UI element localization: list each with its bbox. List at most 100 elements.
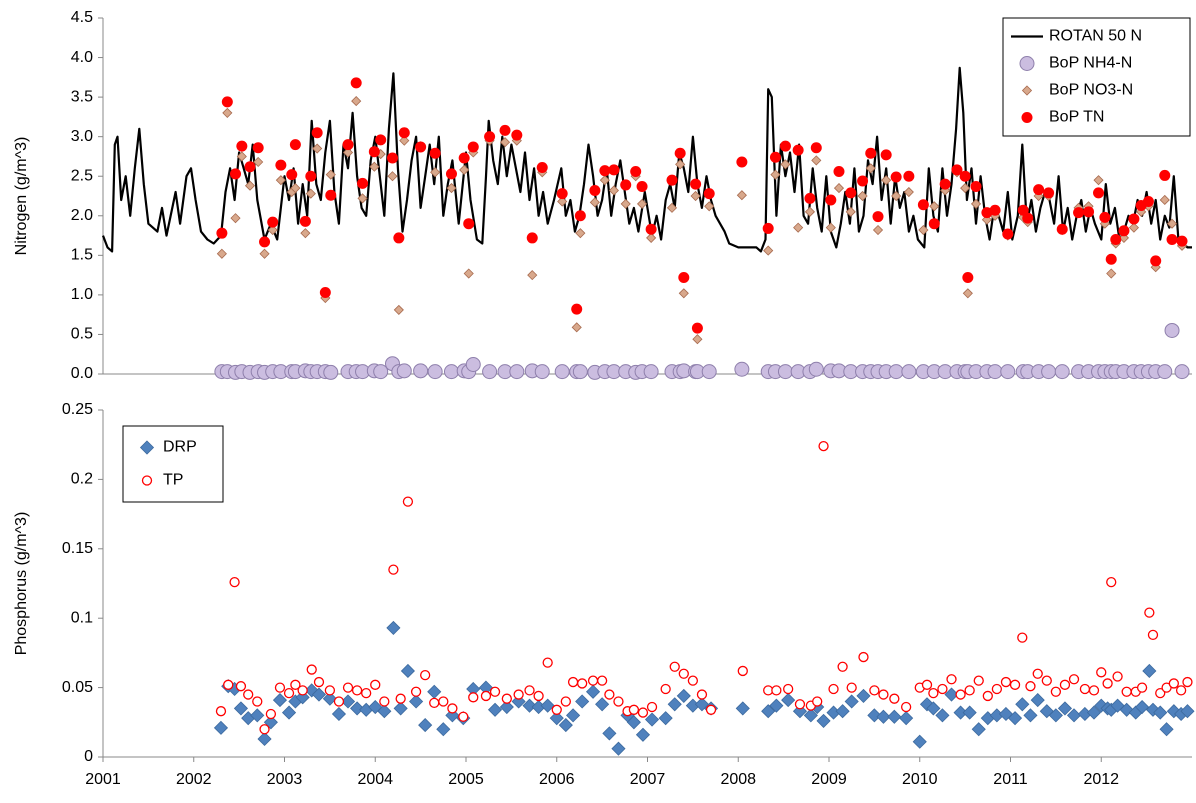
y-axis-label: Nitrogen (g/m^3) [13, 137, 30, 256]
legend-label: BoP TN [1049, 109, 1104, 126]
tn-point [645, 223, 657, 235]
x-tick-label: 2001 [85, 771, 121, 788]
diamond-point [400, 663, 415, 679]
nh4-point [572, 364, 588, 380]
diamond-point [571, 322, 582, 333]
tn-point [357, 177, 369, 189]
tn-point [467, 141, 479, 153]
tp-point [1147, 629, 1159, 641]
nh4-point [808, 361, 824, 377]
nh4-point [901, 364, 917, 380]
diamond-point [646, 232, 657, 243]
tp-point [889, 693, 900, 704]
diamond-point [690, 190, 701, 202]
diamond-point [602, 726, 617, 741]
tp-point [551, 704, 562, 715]
diamond-point [608, 185, 619, 196]
nh4-point [987, 364, 1003, 380]
diamond-point [459, 164, 470, 175]
tn-point [1128, 213, 1140, 225]
tp-point [489, 686, 501, 697]
diamond-point [1030, 693, 1045, 708]
tp-point [351, 685, 363, 696]
tp-point [306, 664, 317, 675]
diamond-point [267, 224, 278, 236]
y-tick-label: 0.5 [71, 326, 93, 343]
diamond-point [876, 709, 891, 724]
tp-point [361, 688, 372, 699]
tp-point [973, 675, 984, 686]
tn-point [445, 168, 457, 180]
tp-point [229, 576, 240, 588]
nh4-point [1019, 56, 1035, 71]
tn-point [236, 140, 248, 152]
diamond-point [281, 705, 297, 720]
nh4-point [465, 357, 481, 373]
diamond-point [803, 708, 818, 723]
tn-point [1056, 223, 1068, 235]
tn-point [962, 271, 974, 283]
y-tick-label: 0.25 [62, 401, 93, 418]
diamond-point [275, 175, 286, 186]
tn-point [989, 204, 1001, 216]
tn-point [350, 77, 362, 89]
tn-point [1083, 206, 1095, 218]
tn-point [678, 271, 690, 283]
tp-point [705, 704, 717, 715]
tn-point [890, 171, 902, 183]
nh4-point [554, 364, 570, 380]
tp-point [946, 674, 957, 685]
tn-point [1043, 187, 1055, 199]
diamond-point [761, 704, 776, 719]
tn-point [1002, 228, 1014, 240]
tp-point [783, 683, 794, 695]
tp-point [1112, 671, 1123, 682]
tp-point [235, 681, 247, 692]
legend-box [122, 425, 224, 503]
tp-point [1175, 685, 1187, 696]
tn-point [252, 142, 264, 154]
nh4-point [413, 363, 429, 379]
tn-point [244, 161, 256, 173]
y-tick-label: 1.5 [71, 247, 93, 264]
diamond-point [865, 163, 876, 174]
tp-point [567, 676, 579, 688]
tn-point [571, 303, 583, 315]
y-tick-label: 3.5 [71, 88, 93, 105]
tn-point [499, 124, 511, 136]
nh4-point [643, 364, 659, 380]
diamond-point [678, 288, 689, 299]
diamond-point [1159, 194, 1170, 206]
diamond-point [912, 734, 927, 749]
tp-point [1041, 675, 1052, 686]
tn-point [463, 218, 475, 230]
tn-point [845, 187, 857, 199]
tp-point [265, 708, 277, 720]
tn-point [289, 139, 301, 151]
tp-point [1106, 576, 1117, 588]
tp-point [1000, 676, 1012, 688]
tn-point [1166, 234, 1178, 246]
legend-label: BoP NO3-N [1049, 82, 1133, 99]
diamond-point [1086, 705, 1102, 720]
y-axis-label: Phosphorus (g/m^3) [13, 512, 30, 656]
tn-point [599, 165, 611, 177]
diamond-point [769, 698, 784, 713]
diamond-point [566, 708, 581, 723]
x-tick-label: 2002 [176, 771, 212, 788]
tn-point [484, 131, 496, 143]
nh4-point [534, 364, 550, 380]
tn-point [1033, 184, 1045, 196]
diamond-point [763, 245, 774, 256]
tn-point [1022, 212, 1034, 224]
tn-point [1142, 196, 1154, 208]
diamond-point [427, 684, 442, 699]
tn-point [368, 146, 380, 158]
diamond-point [1106, 268, 1117, 279]
y-tick-label: 0.2 [71, 471, 93, 488]
tp-point [1168, 678, 1179, 689]
diamond-point [599, 175, 610, 186]
tp-point [297, 685, 308, 696]
tp-point [1017, 632, 1028, 643]
